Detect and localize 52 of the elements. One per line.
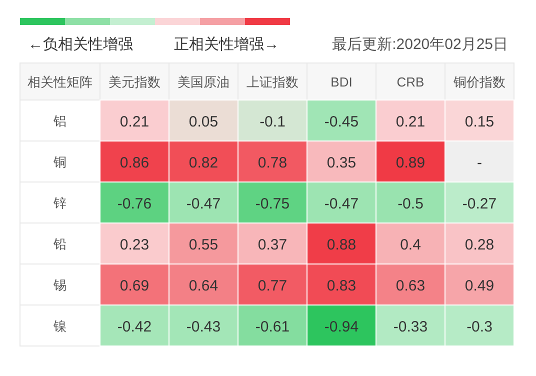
data-label: 0.28 bbox=[464, 236, 494, 254]
data-label: 0.82 bbox=[188, 154, 218, 172]
data-label: -0.94 bbox=[324, 318, 359, 336]
legend-title: 相关性矩阵 bbox=[28, 74, 92, 90]
data-label: 0.78 bbox=[258, 154, 288, 172]
data-label: -0.5 bbox=[398, 196, 424, 212]
data-label: -0.47 bbox=[324, 196, 359, 212]
y-tick-label: 锌 bbox=[52, 196, 66, 210]
data-label: 0.15 bbox=[464, 114, 494, 130]
data-label: 0.37 bbox=[258, 236, 288, 254]
data-label: 0.89 bbox=[396, 154, 426, 172]
y-tick-label: 铜 bbox=[52, 154, 66, 170]
data-label: -0.3 bbox=[466, 318, 492, 336]
data-label: 0.63 bbox=[396, 278, 426, 294]
data-label: 0.21 bbox=[120, 114, 150, 130]
data-label: -0.47 bbox=[186, 196, 221, 212]
x-tick-label: 铜价指数 bbox=[452, 74, 506, 90]
data-label: 0.4 bbox=[400, 236, 421, 254]
y-tick-label: 锡 bbox=[52, 278, 66, 292]
data-label: 0.64 bbox=[188, 278, 218, 294]
data-label: 0.55 bbox=[188, 236, 218, 254]
x-tick-label: 美元指数 bbox=[108, 74, 160, 90]
data-label: 0.05 bbox=[188, 114, 218, 130]
text: - bbox=[477, 154, 482, 172]
x-tick-label: 美国原油 bbox=[178, 74, 230, 90]
data-label: -0.75 bbox=[255, 196, 290, 212]
y-tick-label: 铝 bbox=[52, 114, 66, 128]
text: ←负相关性增强 bbox=[28, 36, 133, 53]
data-label: -0.1 bbox=[260, 114, 286, 130]
data-label: 0.77 bbox=[258, 278, 288, 294]
data-label: 0.35 bbox=[326, 154, 356, 172]
data-label: -0.33 bbox=[393, 318, 428, 336]
y-tick-label: 铅 bbox=[52, 236, 66, 252]
data-label: -0.27 bbox=[462, 196, 497, 212]
data-label: -0.61 bbox=[255, 318, 290, 336]
data-label: 0.49 bbox=[464, 278, 494, 294]
y-tick-label: 镍 bbox=[52, 318, 66, 334]
data-label: 0.21 bbox=[396, 114, 426, 130]
text: 正相关性增强→ bbox=[174, 36, 279, 53]
data-label: 0.23 bbox=[120, 236, 150, 254]
data-label: -0.43 bbox=[186, 318, 221, 336]
data-label: 0.83 bbox=[326, 278, 356, 294]
data-label: 0.69 bbox=[120, 278, 150, 294]
data-label: -0.42 bbox=[117, 318, 152, 336]
data-label: 0.86 bbox=[120, 154, 150, 172]
text: 最后更新:2020年02月25日 bbox=[332, 36, 508, 53]
data-label: -0.45 bbox=[324, 114, 359, 130]
data-label: 0.88 bbox=[326, 236, 356, 254]
x-tick-label: 上证指数 bbox=[246, 74, 298, 90]
x-tick-label: CRB bbox=[396, 74, 424, 90]
data-label: -0.76 bbox=[117, 196, 152, 212]
x-tick-label: BDI bbox=[330, 74, 352, 90]
